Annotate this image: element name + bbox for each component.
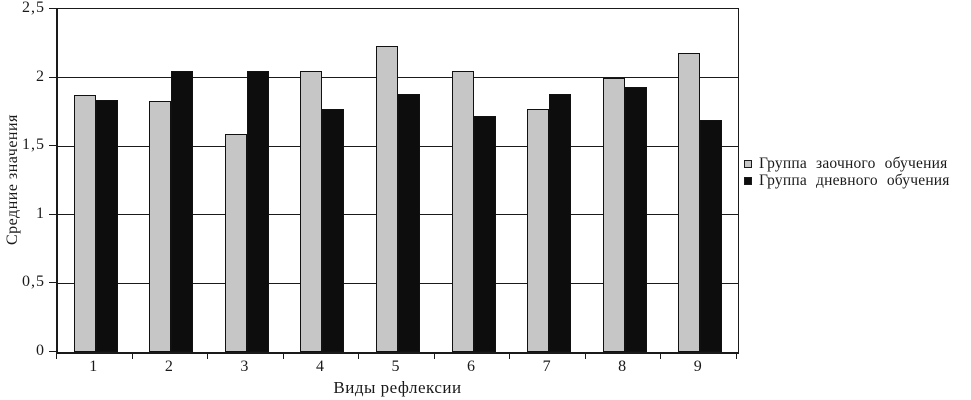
y-axis-title: Средние значения — [4, 114, 21, 245]
x-tick-label: 4 — [315, 358, 325, 375]
y-tick-mark — [49, 351, 56, 352]
bar-series1-cat3 — [224, 133, 247, 352]
gridline — [58, 77, 738, 79]
legend-label: Группа заочного обучения — [759, 155, 948, 172]
bar-series2-cat4 — [322, 109, 345, 352]
legend-marker — [744, 177, 752, 185]
bar-series1-cat7 — [527, 109, 550, 352]
bar-series2-cat7 — [549, 94, 572, 352]
y-tick-mark — [49, 282, 56, 284]
bar-series1-cat8 — [602, 77, 625, 352]
bar-series1-cat1 — [73, 95, 96, 352]
bar-series2-cat5 — [398, 94, 420, 352]
x-tick-label: 2 — [164, 358, 174, 375]
y-tick-label: 1,5 — [22, 136, 45, 154]
x-tick-label: 6 — [467, 358, 477, 375]
x-tick-mark — [131, 353, 133, 359]
bar-series2-cat6 — [473, 116, 496, 352]
legend: Группа заочного обучения Группа дневного… — [744, 156, 950, 189]
bar-series2-cat3 — [246, 70, 269, 352]
bar-series1-cat5 — [376, 46, 398, 352]
bar-series2-cat2 — [171, 70, 194, 352]
x-tick-mark — [433, 353, 435, 359]
x-tick-mark — [56, 353, 57, 359]
x-tick-mark — [660, 353, 662, 359]
x-tick-mark — [509, 353, 511, 359]
x-tick-label: 9 — [693, 358, 703, 375]
y-tick-mark — [49, 76, 56, 78]
x-tick-mark — [207, 353, 209, 359]
y-tick-label: 2 — [36, 67, 45, 85]
x-tick-label: 1 — [89, 358, 99, 375]
y-tick-mark — [49, 8, 56, 9]
bar-series1-cat4 — [300, 70, 323, 352]
bar-series1-cat2 — [149, 100, 172, 352]
x-tick-label: 3 — [240, 358, 250, 375]
y-tick-label: 2,5 — [22, 0, 45, 16]
plot-area — [56, 8, 739, 354]
x-tick-mark — [282, 353, 284, 359]
legend-item-series2: Группа дневного обучения — [744, 173, 950, 189]
x-tick-label: 8 — [618, 358, 628, 375]
x-axis-title: Виды рефлексии — [333, 378, 462, 397]
bar-series1-cat9 — [678, 52, 701, 352]
bar-series2-cat8 — [624, 87, 647, 352]
y-tick-label: 1 — [36, 204, 45, 222]
x-tick-label: 5 — [391, 358, 401, 375]
legend-item-series1: Группа заочного обучения — [744, 156, 950, 172]
x-tick-mark — [358, 353, 360, 359]
legend-marker — [744, 160, 752, 168]
x-tick-mark — [736, 353, 737, 359]
legend-label: Группа дневного обучения — [759, 172, 950, 189]
bar-series2-cat9 — [700, 120, 723, 352]
y-tick-mark — [49, 213, 56, 215]
y-tick-label: 0 — [36, 342, 45, 359]
x-tick-mark — [584, 353, 586, 359]
bar-series2-cat1 — [95, 99, 118, 352]
x-tick-label: 7 — [542, 358, 552, 375]
y-tick-mark — [49, 145, 56, 147]
bar-series1-cat6 — [451, 70, 474, 352]
y-tick-label: 0,5 — [22, 273, 45, 291]
